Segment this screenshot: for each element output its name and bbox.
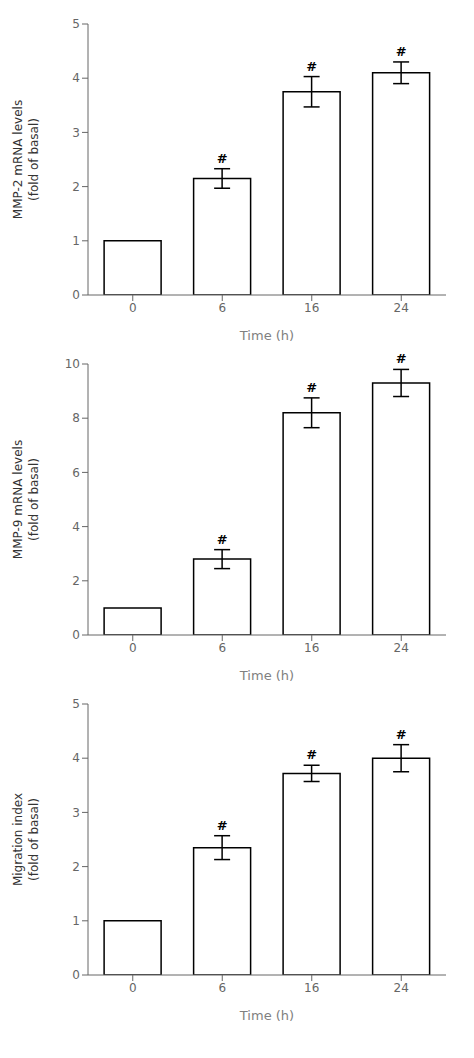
svg-text:0: 0 bbox=[129, 981, 137, 995]
svg-text:8: 8 bbox=[72, 411, 80, 425]
svg-text:#: # bbox=[217, 151, 228, 166]
svg-text:3: 3 bbox=[72, 806, 80, 820]
svg-text:4: 4 bbox=[72, 71, 80, 85]
svg-text:#: # bbox=[306, 747, 317, 762]
svg-text:Migration index(fold of basal): Migration index(fold of basal) bbox=[11, 793, 41, 886]
svg-text:MMP-9 mRNA levels(fold of basa: MMP-9 mRNA levels(fold of basal) bbox=[11, 440, 41, 559]
svg-text:6: 6 bbox=[218, 641, 226, 655]
svg-text:1: 1 bbox=[72, 914, 80, 928]
svg-text:#: # bbox=[396, 727, 407, 742]
svg-text:24: 24 bbox=[394, 981, 409, 995]
svg-text:4: 4 bbox=[72, 751, 80, 765]
svg-text:6: 6 bbox=[72, 466, 80, 480]
svg-text:1: 1 bbox=[72, 234, 80, 248]
svg-text:0: 0 bbox=[129, 641, 137, 655]
svg-text:6: 6 bbox=[218, 301, 226, 315]
svg-text:3: 3 bbox=[72, 126, 80, 140]
svg-text:24: 24 bbox=[394, 301, 409, 315]
svg-text:5: 5 bbox=[72, 697, 80, 711]
svg-text:2: 2 bbox=[72, 860, 80, 874]
svg-text:0: 0 bbox=[72, 288, 80, 302]
svg-text:#: # bbox=[396, 44, 407, 59]
svg-text:Time (h): Time (h) bbox=[239, 1008, 294, 1023]
svg-text:16: 16 bbox=[304, 301, 319, 315]
svg-text:MMP-2 mRNA levels(fold of basa: MMP-2 mRNA levels(fold of basal) bbox=[11, 100, 41, 219]
svg-text:24: 24 bbox=[394, 641, 409, 655]
svg-text:#: # bbox=[217, 818, 228, 833]
svg-text:0: 0 bbox=[72, 968, 80, 982]
svg-text:#: # bbox=[396, 351, 407, 366]
svg-text:16: 16 bbox=[304, 641, 319, 655]
svg-text:6: 6 bbox=[218, 981, 226, 995]
svg-text:#: # bbox=[217, 532, 228, 547]
svg-text:5: 5 bbox=[72, 17, 80, 31]
svg-text:4: 4 bbox=[72, 520, 80, 534]
svg-text:#: # bbox=[306, 380, 317, 395]
svg-text:Time (h): Time (h) bbox=[239, 328, 294, 343]
svg-text:16: 16 bbox=[304, 981, 319, 995]
svg-text:10: 10 bbox=[65, 357, 80, 371]
svg-text:#: # bbox=[306, 59, 317, 74]
svg-text:0: 0 bbox=[129, 301, 137, 315]
svg-text:Time (h): Time (h) bbox=[239, 668, 294, 683]
svg-text:0: 0 bbox=[72, 628, 80, 642]
svg-text:2: 2 bbox=[72, 574, 80, 588]
svg-text:2: 2 bbox=[72, 180, 80, 194]
